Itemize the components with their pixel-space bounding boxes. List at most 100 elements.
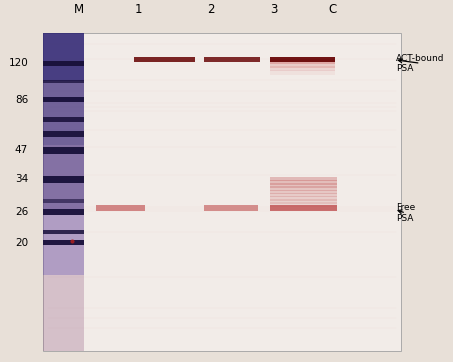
- Polygon shape: [43, 209, 84, 215]
- Polygon shape: [43, 33, 84, 37]
- Polygon shape: [43, 105, 84, 109]
- Polygon shape: [43, 287, 84, 291]
- Polygon shape: [43, 218, 84, 222]
- Polygon shape: [43, 113, 84, 117]
- Polygon shape: [43, 142, 84, 146]
- Polygon shape: [43, 178, 84, 182]
- Polygon shape: [43, 307, 84, 311]
- FancyBboxPatch shape: [270, 206, 337, 210]
- FancyBboxPatch shape: [270, 199, 337, 204]
- FancyBboxPatch shape: [270, 193, 337, 197]
- Polygon shape: [43, 194, 84, 198]
- Polygon shape: [43, 53, 84, 57]
- Polygon shape: [43, 37, 84, 41]
- Polygon shape: [43, 303, 84, 307]
- Polygon shape: [43, 133, 84, 138]
- Text: 3: 3: [270, 3, 278, 16]
- Text: 1: 1: [135, 3, 142, 16]
- Polygon shape: [43, 347, 84, 351]
- Polygon shape: [43, 343, 84, 347]
- FancyBboxPatch shape: [134, 57, 195, 62]
- FancyBboxPatch shape: [270, 62, 335, 68]
- Polygon shape: [43, 109, 84, 113]
- Polygon shape: [43, 226, 84, 230]
- Polygon shape: [43, 270, 84, 274]
- Polygon shape: [43, 246, 84, 251]
- FancyBboxPatch shape: [270, 196, 337, 201]
- Polygon shape: [43, 327, 84, 331]
- Text: 120: 120: [8, 58, 28, 68]
- Polygon shape: [43, 251, 84, 254]
- Polygon shape: [43, 129, 84, 133]
- Polygon shape: [43, 157, 84, 161]
- Polygon shape: [43, 274, 84, 278]
- Polygon shape: [43, 295, 84, 299]
- Polygon shape: [43, 202, 84, 206]
- Polygon shape: [43, 278, 84, 283]
- Polygon shape: [43, 45, 84, 49]
- Polygon shape: [43, 150, 84, 153]
- Polygon shape: [43, 230, 84, 234]
- FancyBboxPatch shape: [270, 177, 337, 181]
- Polygon shape: [43, 331, 84, 335]
- Polygon shape: [43, 117, 84, 122]
- Polygon shape: [43, 315, 84, 319]
- Polygon shape: [43, 101, 84, 105]
- Polygon shape: [43, 206, 84, 210]
- Polygon shape: [43, 97, 84, 101]
- Polygon shape: [43, 240, 84, 245]
- Text: 26: 26: [15, 207, 28, 217]
- Text: Free
PSA: Free PSA: [396, 203, 415, 223]
- Polygon shape: [43, 242, 84, 246]
- Polygon shape: [43, 80, 84, 83]
- Polygon shape: [43, 339, 84, 343]
- Polygon shape: [43, 266, 84, 270]
- Polygon shape: [43, 131, 84, 136]
- Polygon shape: [43, 153, 84, 157]
- Text: 86: 86: [15, 94, 28, 105]
- Polygon shape: [43, 299, 84, 303]
- Polygon shape: [43, 138, 84, 142]
- Polygon shape: [43, 182, 84, 186]
- Polygon shape: [43, 125, 84, 129]
- Polygon shape: [43, 57, 84, 61]
- Text: 20: 20: [15, 237, 28, 248]
- FancyBboxPatch shape: [270, 59, 335, 64]
- Polygon shape: [43, 283, 84, 287]
- Polygon shape: [43, 176, 84, 183]
- FancyBboxPatch shape: [270, 190, 337, 194]
- Text: 34: 34: [15, 174, 28, 184]
- Polygon shape: [43, 199, 84, 203]
- Polygon shape: [43, 61, 84, 65]
- Text: 47: 47: [15, 145, 28, 155]
- Polygon shape: [43, 214, 84, 218]
- Polygon shape: [43, 73, 84, 77]
- Polygon shape: [43, 147, 84, 153]
- Text: 2: 2: [207, 3, 214, 16]
- Polygon shape: [43, 335, 84, 339]
- Text: C: C: [329, 3, 337, 16]
- Polygon shape: [43, 161, 84, 166]
- Polygon shape: [43, 97, 84, 102]
- Polygon shape: [43, 166, 84, 170]
- Polygon shape: [43, 319, 84, 323]
- FancyBboxPatch shape: [270, 202, 337, 207]
- Polygon shape: [43, 291, 84, 295]
- Polygon shape: [43, 117, 84, 121]
- Polygon shape: [43, 323, 84, 327]
- FancyBboxPatch shape: [270, 57, 335, 62]
- Polygon shape: [43, 89, 84, 93]
- Polygon shape: [43, 146, 84, 150]
- Polygon shape: [43, 77, 84, 81]
- Polygon shape: [43, 81, 84, 85]
- Polygon shape: [43, 222, 84, 226]
- Polygon shape: [43, 41, 84, 45]
- Polygon shape: [43, 262, 84, 266]
- Polygon shape: [43, 174, 84, 178]
- Polygon shape: [43, 33, 401, 351]
- Polygon shape: [43, 49, 84, 53]
- Text: ACT-bound
PSA: ACT-bound PSA: [396, 54, 445, 73]
- FancyBboxPatch shape: [270, 186, 337, 191]
- Text: M: M: [74, 3, 84, 16]
- FancyBboxPatch shape: [270, 66, 335, 71]
